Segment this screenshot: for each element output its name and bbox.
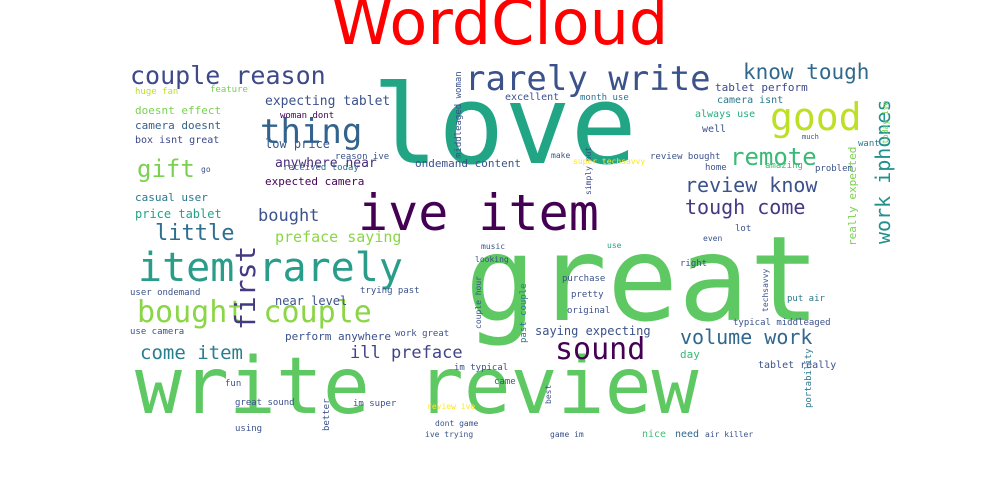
word-pretty: pretty	[571, 290, 604, 300]
word-rarely-write: rarely write	[465, 60, 711, 99]
chart-title: WordCloud	[331, 0, 669, 59]
word-woman-dont: woman dont	[280, 111, 335, 121]
word-first: first	[229, 245, 262, 330]
word-put-air: put air	[787, 294, 825, 304]
word-huge-fan: huge fan	[135, 87, 179, 97]
word-expecting-tablet: expecting tablet	[265, 94, 391, 109]
word-better: better	[322, 398, 332, 431]
word-good: good	[770, 95, 862, 139]
word-perform-anywhere: perform anywhere	[285, 330, 391, 343]
word-ive-trying: ive trying	[425, 430, 474, 439]
word-low-price: low price	[265, 137, 331, 151]
word-tough-come: tough come	[685, 195, 806, 219]
word-want: want	[858, 139, 880, 149]
word-review-bought: review bought	[650, 152, 721, 162]
word-come-item: come item	[140, 342, 243, 364]
word-middleaged-woman: middleaged woman	[454, 71, 464, 158]
word-simply-put: simply put	[584, 146, 593, 195]
word-saying-expecting: saying expecting	[535, 324, 651, 338]
word-air-killer: air killer	[705, 430, 754, 439]
word-expected-camera: expected camera	[265, 175, 365, 188]
word-im-super: im super	[353, 399, 397, 409]
word-month-use: month use	[580, 93, 629, 103]
word-much: much	[802, 133, 819, 141]
word-know-tough: know tough	[743, 60, 870, 84]
word-gift: gift	[137, 155, 195, 183]
word-great-sound: great sound	[235, 398, 295, 408]
word-ill-preface: ill preface	[350, 343, 463, 363]
word-today-ive: today ive	[881, 100, 890, 144]
word-tablet-perform: tablet perform	[715, 81, 808, 94]
word-review-ive: review ive	[427, 402, 476, 411]
word-lot: lot	[735, 224, 752, 234]
word-doesnt-effect: doesnt effect	[135, 104, 222, 117]
word-portability: portability	[804, 348, 814, 408]
word-music: music	[481, 242, 506, 251]
word-cloud: write review love great ive item item rarely…	[125, 60, 895, 445]
word-bought-couple: bought couple	[137, 295, 372, 330]
word-go: go	[201, 165, 211, 174]
word-love: love	[372, 61, 637, 189]
word-need: need	[675, 429, 700, 440]
word-tablet-really: tablet really	[758, 360, 837, 371]
word-camera-isnt: camera isnt	[717, 95, 784, 106]
word-im-typical: im typical	[454, 363, 509, 373]
word-trying-past: trying past	[360, 286, 420, 296]
word-game-im: game im	[550, 430, 584, 439]
word-problem: problem	[815, 164, 853, 174]
word-really-expected: really expected	[846, 146, 859, 247]
word-right: right	[680, 259, 708, 269]
word-reason-ive: reason ive	[335, 152, 390, 162]
word-original: original	[567, 306, 611, 316]
word-write-review: write review	[135, 342, 699, 432]
word-ive-item: ive item	[358, 184, 599, 242]
word-best: best	[544, 384, 553, 404]
word-super-techsavvy: super techsavvy	[573, 157, 646, 166]
word-amazing: amazing	[765, 161, 803, 171]
word-feature: feature	[210, 85, 248, 95]
word-near-level: near level	[275, 294, 348, 308]
word-day: day	[680, 348, 700, 361]
word-even: even	[703, 234, 723, 243]
word-dont-game: dont game	[435, 419, 479, 428]
word-remote: remote	[730, 143, 817, 171]
word-item-rarely: item rarely	[138, 245, 403, 291]
word-review-know: review know	[685, 173, 818, 197]
word-using: using	[235, 424, 263, 434]
word-preface-saying: preface saying	[275, 228, 402, 246]
word-use: use	[607, 241, 622, 250]
word-box-isnt-great: box isnt great	[135, 135, 220, 146]
word-great: great	[465, 210, 821, 348]
word-camera-doesnt: camera doesnt	[135, 119, 222, 132]
word-home: home	[705, 163, 727, 173]
word-well: well	[702, 124, 727, 135]
word-little: little	[155, 221, 235, 246]
word-user-ondemand: user ondemand	[130, 288, 201, 298]
word-came: came	[494, 377, 516, 387]
word-received-today: received today	[283, 163, 359, 173]
word-casual-user: casual user	[135, 191, 208, 204]
word-purchase: purchase	[562, 274, 606, 284]
word-anywhere-near: anywhere near	[275, 156, 377, 171]
word-typical-middleaged: typical middleaged	[733, 318, 831, 328]
word-thing: thing	[260, 112, 363, 152]
word-couple-reason: couple reason	[130, 61, 326, 90]
word-techsavvy: techsavvy	[761, 268, 770, 312]
word-sound: sound	[555, 332, 646, 367]
word-always-use: always use	[695, 109, 756, 120]
word-nice: nice	[642, 429, 667, 440]
word-make: make	[551, 151, 571, 160]
word-excellent: excellent	[505, 92, 560, 103]
word-looking: looking	[475, 255, 509, 264]
word-past-couple: past couple	[519, 283, 529, 343]
word-price-tablet: price tablet	[135, 207, 222, 221]
word-bought: bought	[258, 206, 320, 226]
word-fun: fun	[225, 379, 242, 389]
word-couple-hour: couple hour	[474, 275, 483, 329]
word-work-great: work great	[395, 329, 450, 339]
word-volume-work: volume work	[680, 325, 813, 349]
word-use-camera: use camera	[130, 327, 185, 337]
word-ondemand-content: ondemand content	[415, 157, 521, 170]
